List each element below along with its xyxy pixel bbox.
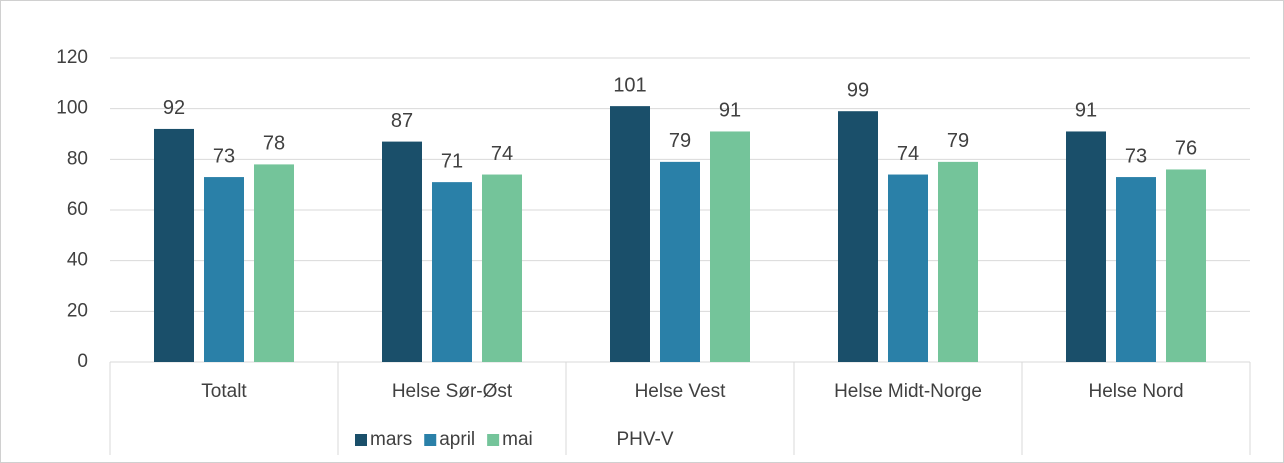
data-label: 101 [613, 74, 646, 96]
y-tick-label: 80 [67, 148, 88, 169]
data-label: 92 [163, 97, 185, 119]
legend-label: mars [370, 429, 412, 450]
bar [888, 174, 928, 362]
bar [204, 177, 244, 362]
bar [710, 131, 750, 362]
data-label: 74 [897, 143, 919, 165]
bar [254, 164, 294, 362]
legend-swatch [424, 434, 437, 446]
legend-swatch [487, 434, 500, 446]
data-label: 71 [441, 150, 463, 172]
y-tick-label: 40 [67, 250, 88, 271]
x-tick-label: Helse Vest [635, 381, 727, 402]
y-tick-label: 0 [77, 351, 88, 372]
y-tick-label: 60 [67, 199, 88, 220]
bar [610, 106, 650, 362]
legend-label: april [439, 429, 475, 450]
data-label: 76 [1175, 138, 1197, 160]
bar [432, 182, 472, 362]
data-label: 79 [947, 130, 969, 152]
data-label: 73 [1125, 145, 1147, 167]
x-tick-label: Helse Nord [1088, 381, 1183, 402]
y-tick-label: 20 [67, 300, 88, 321]
bar [482, 174, 522, 362]
bar [1066, 131, 1106, 362]
data-label: 74 [491, 143, 513, 165]
bar [154, 128, 194, 362]
data-label: 78 [263, 133, 285, 155]
legend-label: mai [502, 429, 533, 450]
bar [382, 141, 422, 362]
x-axis-title: PHV-V [616, 429, 673, 450]
y-tick-label: 100 [56, 98, 88, 119]
data-label: 87 [391, 110, 413, 132]
data-label: 91 [719, 100, 741, 122]
data-label: 79 [669, 130, 691, 152]
legend-swatch [355, 434, 367, 446]
bar [938, 161, 978, 362]
bar [660, 161, 700, 362]
data-label: 91 [1075, 100, 1097, 122]
x-tick-label: Helse Sør-Øst [392, 381, 513, 402]
bar [1166, 169, 1206, 362]
data-label: 99 [847, 79, 869, 101]
x-tick-label: Helse Midt-Norge [834, 381, 982, 402]
x-tick-label: Totalt [201, 381, 247, 402]
data-label: 73 [213, 145, 235, 167]
bar [838, 111, 878, 362]
bar [1116, 177, 1156, 362]
y-tick-label: 120 [56, 47, 88, 68]
